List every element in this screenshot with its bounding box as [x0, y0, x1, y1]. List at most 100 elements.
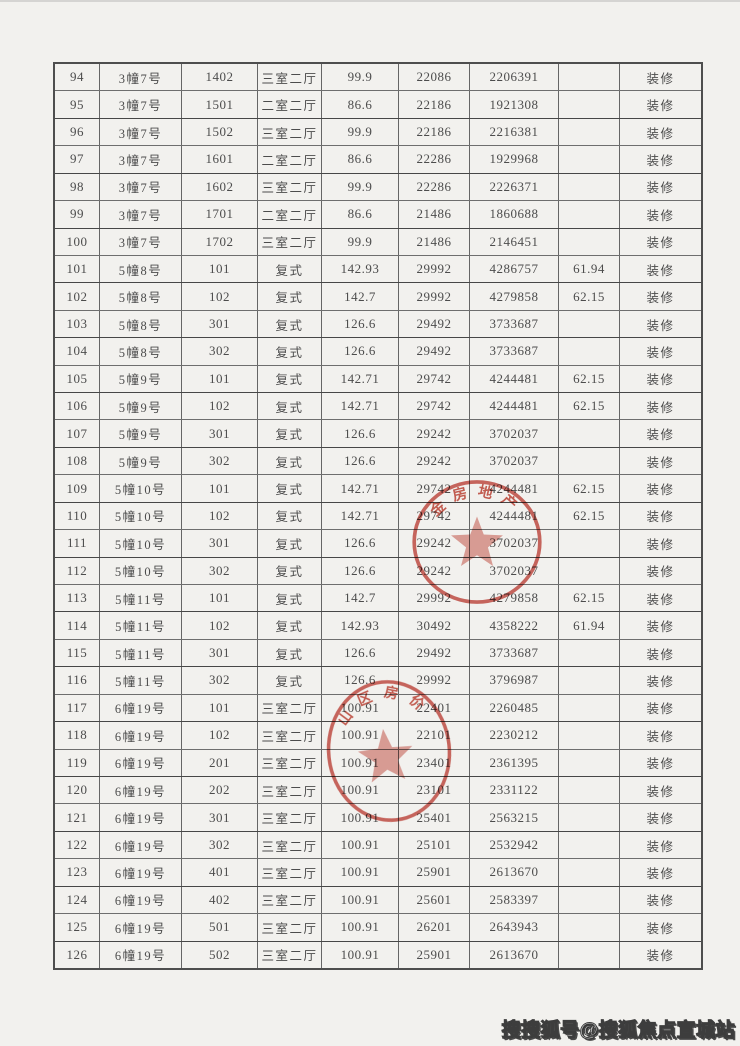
- seal-arc-text: 金房地产: [426, 481, 519, 520]
- cell-layout: 复式: [258, 530, 322, 557]
- government-seal-stamp: 山区房价: [326, 679, 452, 822]
- cell-building_no: 3幢7号: [100, 228, 182, 255]
- cell-building_no: 6幢19号: [100, 831, 182, 859]
- cell-building_no: 6幢19号: [100, 859, 182, 886]
- cell-room_no: 1402: [182, 64, 258, 91]
- cell-room_no: 301: [182, 639, 258, 667]
- cell-unit_price: 25401: [399, 804, 470, 831]
- cell-area_sqm: 100.91: [322, 776, 399, 804]
- cell-building_no: 5幢9号: [100, 447, 182, 475]
- cell-area_sqm: 142.7: [322, 585, 399, 612]
- table-row: 104 5幢8号 302 复式 126.6 29492 3733687 装修: [55, 338, 701, 366]
- cell-decoration: 装修: [646, 428, 675, 443]
- company-seal-stamp: 金房地产: [412, 480, 542, 604]
- cell-total_price: 1860688: [470, 201, 559, 228]
- cell-serial_no: 124: [55, 886, 100, 914]
- cell-room_no: 502: [182, 941, 258, 968]
- cell-extra_area: [559, 886, 620, 914]
- cell-total_price: 2361395: [470, 749, 559, 776]
- table-row: 125 6幢19号 501 三室二厅 100.91 26201 2643943 装修: [55, 914, 701, 942]
- cell-layout: 三室二厅: [258, 749, 322, 776]
- cell-extra_area: [559, 420, 620, 447]
- cell-total_price: 2260485: [470, 694, 559, 722]
- cell-building_no: 6幢19号: [100, 694, 182, 722]
- cell-total_price: 3796987: [470, 667, 559, 694]
- cell-decoration: 装修: [646, 345, 675, 360]
- cell-layout: 复式: [258, 420, 322, 447]
- cell-building_no: 5幢10号: [100, 475, 182, 502]
- cell-layout: 三室二厅: [258, 831, 322, 859]
- cell-room_no: 302: [182, 831, 258, 859]
- cell-decoration: 装修: [646, 620, 675, 635]
- watermark-sohu-focus: 搜搜狐号@搜狐焦点宣城站: [501, 1020, 735, 1042]
- cell-building_no: 3幢7号: [100, 146, 182, 173]
- cell-total_price: 2146451: [470, 228, 559, 255]
- cell-room_no: 102: [182, 722, 258, 749]
- table-row: 116 5幢11号 302 复式 126.6 29992 3796987 装修: [55, 667, 701, 695]
- cell-building_no: 6幢19号: [100, 722, 182, 749]
- cell-building_no: 6幢19号: [100, 886, 182, 914]
- cell-room_no: 101: [182, 255, 258, 283]
- cell-extra_area: [559, 859, 620, 886]
- cell-building_no: 3幢7号: [100, 118, 182, 146]
- cell-serial_no: 126: [55, 941, 100, 968]
- cell-layout: 二室二厅: [258, 91, 322, 118]
- cell-extra_area: [559, 338, 620, 365]
- seal-arc-text: 山区房价: [332, 679, 436, 730]
- cell-decoration: 装修: [646, 455, 675, 470]
- cell-unit_price: 29242: [399, 447, 470, 475]
- cell-room_no: 1702: [182, 228, 258, 255]
- cell-layout: 三室二厅: [258, 722, 322, 749]
- cell-extra_area: [559, 228, 620, 255]
- cell-layout: 三室二厅: [258, 228, 322, 255]
- cell-room_no: 301: [182, 310, 258, 338]
- cell-room_no: 402: [182, 886, 258, 914]
- cell-extra_area: 62.15: [559, 365, 620, 393]
- cell-decoration: 装修: [646, 674, 675, 689]
- cell-building_no: 6幢19号: [100, 914, 182, 941]
- cell-unit_price: 21486: [399, 201, 470, 228]
- cell-room_no: 1601: [182, 146, 258, 173]
- cell-serial_no: 114: [55, 612, 100, 639]
- cell-total_price: 2613670: [470, 941, 559, 968]
- cell-extra_area: 61.94: [559, 612, 620, 639]
- cell-layout: 二室二厅: [258, 201, 322, 228]
- cell-building_no: 5幢10号: [100, 557, 182, 585]
- cell-room_no: 201: [182, 749, 258, 776]
- cell-unit_price: 22186: [399, 118, 470, 146]
- cell-area_sqm: 86.6: [322, 201, 399, 228]
- cell-total_price: 4244481: [470, 502, 559, 530]
- cell-area_sqm: 99.9: [322, 173, 399, 201]
- cell-building_no: 5幢11号: [100, 585, 182, 612]
- cell-layout: 三室二厅: [258, 776, 322, 804]
- cell-unit_price: 29492: [399, 310, 470, 338]
- cell-area_sqm: 142.93: [322, 255, 399, 283]
- cell-building_no: 5幢8号: [100, 338, 182, 365]
- star-icon: [451, 516, 503, 566]
- cell-serial_no: 97: [55, 146, 100, 173]
- cell-room_no: 101: [182, 475, 258, 502]
- cell-unit_price: 29992: [399, 667, 470, 694]
- cell-area_sqm: 126.6: [322, 530, 399, 557]
- cell-layout: 三室二厅: [258, 859, 322, 886]
- cell-decoration: 装修: [646, 236, 675, 251]
- cell-room_no: 101: [182, 694, 258, 722]
- cell-area_sqm: 126.6: [322, 639, 399, 667]
- table-row: 120 6幢19号 202 三室二厅 100.91 23101 2331122 装修: [55, 776, 701, 805]
- cell-extra_area: [559, 201, 620, 228]
- cell-extra_area: 62.15: [559, 393, 620, 420]
- table-row: 109 5幢10号 101 复式 142.71 29742 4244481 62.15 装修: [55, 475, 701, 503]
- cell-serial_no: 119: [55, 749, 100, 776]
- cell-area_sqm: 99.9: [322, 118, 399, 146]
- cell-extra_area: [559, 914, 620, 941]
- cell-serial_no: 122: [55, 831, 100, 859]
- cell-building_no: 5幢9号: [100, 393, 182, 420]
- cell-serial_no: 101: [55, 255, 100, 283]
- cell-serial_no: 112: [55, 557, 100, 585]
- cell-decoration: 装修: [646, 510, 675, 525]
- cell-layout: 三室二厅: [258, 64, 322, 91]
- cell-layout: 复式: [258, 585, 322, 612]
- cell-total_price: 3702037: [470, 420, 559, 447]
- cell-decoration: 装修: [646, 537, 675, 552]
- cell-total_price: 2613670: [470, 859, 559, 886]
